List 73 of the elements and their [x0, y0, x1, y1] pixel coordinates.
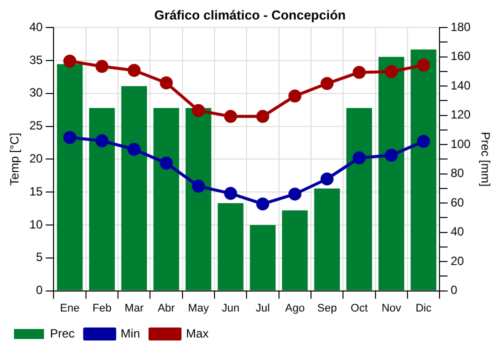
bar: [186, 108, 212, 290]
point: [288, 188, 302, 201]
y2-tick-label: 20: [450, 254, 464, 268]
point: [384, 148, 398, 162]
point: [95, 60, 108, 73]
bar: [314, 188, 340, 290]
x-tick-label: Oct: [350, 302, 368, 314]
point: [63, 130, 76, 144]
y2-tick-label: 140: [450, 78, 471, 92]
bar: [56, 64, 83, 290]
y2-tick-label: 80: [450, 166, 464, 180]
y-tick-label: 25: [29, 118, 44, 133]
point: [224, 186, 238, 200]
x-tick-label: May: [188, 302, 210, 314]
y2-tick-label: 180: [450, 20, 471, 34]
point: [160, 156, 173, 170]
point: [417, 134, 430, 148]
legend-label: Prec: [50, 326, 75, 340]
x-tick-label: Jun: [222, 302, 240, 314]
point: [192, 104, 205, 118]
point: [95, 134, 108, 148]
y2-tick-label: 120: [450, 108, 471, 122]
legend-label: Max: [186, 326, 209, 340]
point: [63, 54, 76, 68]
point: [384, 65, 398, 78]
bar: [153, 108, 180, 290]
chart-title: Gráfico climático - Concepción: [154, 7, 346, 22]
bar: [346, 108, 372, 290]
point: [352, 66, 366, 79]
bar: [218, 203, 244, 290]
point: [160, 76, 173, 90]
point: [256, 197, 270, 210]
point: [288, 90, 302, 103]
y2-tick-label: 160: [450, 49, 471, 64]
point: [256, 110, 270, 123]
y-tick-label: 20: [29, 152, 44, 166]
bar: [410, 50, 436, 290]
x-tick-label: Feb: [92, 302, 112, 314]
y-tick-label: 0: [36, 283, 44, 298]
point: [224, 110, 238, 123]
point: [128, 142, 141, 156]
point: [352, 151, 366, 164]
x-tick-label: Mar: [124, 302, 144, 314]
y-tick-label: 5: [36, 250, 44, 264]
point: [192, 180, 205, 193]
point: [128, 64, 141, 77]
point: [320, 172, 334, 186]
y2-tick-label: 0: [450, 283, 458, 298]
bar: [378, 56, 404, 290]
bar: [121, 86, 147, 290]
y2-axis-title: Prec [mm]: [478, 132, 492, 187]
y-tick-label: 10: [29, 217, 44, 232]
y-tick-label: 15: [29, 184, 44, 198]
x-tick-label: Abr: [158, 302, 176, 314]
point: [320, 77, 334, 90]
legend-label: Min: [120, 326, 140, 340]
bar: [250, 225, 276, 290]
bar: [89, 108, 115, 290]
x-tick-label: Dic: [416, 302, 432, 314]
x-tick-label: Jul: [256, 302, 270, 314]
y2-tick-label: 60: [450, 195, 464, 210]
point: [417, 58, 430, 72]
y-tick-label: 35: [29, 52, 44, 67]
x-tick-label: Ago: [285, 302, 305, 314]
y2-tick-label: 40: [450, 224, 464, 239]
bar: [282, 210, 308, 290]
x-tick-label: Nov: [382, 302, 402, 314]
x-tick-label: Ene: [60, 302, 80, 314]
y-tick-label: 40: [29, 20, 44, 34]
y2-tick-label: 100: [450, 136, 471, 151]
y-tick-label: 30: [29, 86, 44, 100]
y-axis-title: Temp [°C]: [8, 132, 22, 186]
x-tick-label: Sep: [317, 302, 337, 314]
